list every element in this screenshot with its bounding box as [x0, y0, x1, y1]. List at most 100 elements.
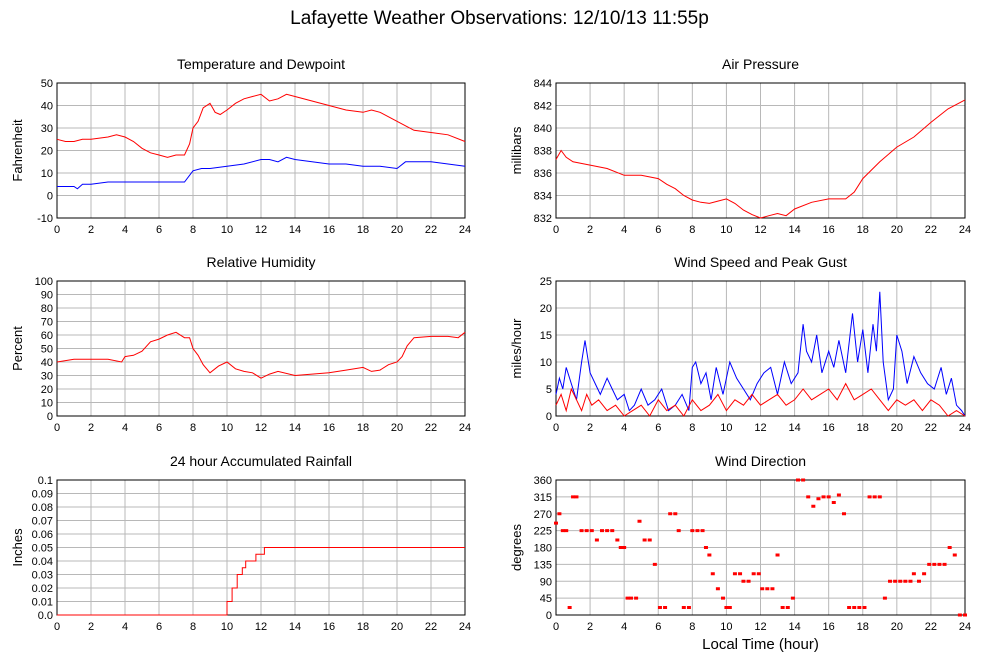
data-point — [707, 553, 712, 557]
data-point — [574, 495, 579, 499]
data-point — [911, 572, 916, 576]
series-line — [555, 291, 966, 417]
data-point — [806, 495, 811, 499]
plot-frame — [555, 280, 966, 417]
x-tick-label: 14 — [788, 621, 800, 633]
y-tick-label: 40 — [41, 101, 53, 113]
panel-title: Wind Direction — [715, 453, 806, 469]
x-tick-label: 8 — [190, 422, 196, 434]
x-tick-label: 20 — [391, 422, 403, 434]
x-tick-label: 8 — [689, 621, 695, 633]
data-point — [770, 587, 775, 591]
data-point — [618, 546, 623, 549]
x-tick-label: 10 — [221, 224, 233, 236]
series-line — [555, 382, 966, 417]
x-tick-label: 2 — [587, 621, 593, 633]
y-tick-label: 0.06 — [32, 529, 53, 541]
x-axis-title: Local Time (hour) — [702, 636, 819, 653]
x-tick-label: 8 — [190, 621, 196, 633]
data-point — [785, 606, 790, 609]
data-point — [775, 553, 780, 557]
data-point — [628, 596, 633, 600]
x-tick-label: 10 — [221, 422, 233, 434]
panel-title: Wind Speed and Peak Gust — [674, 254, 847, 270]
x-tick-label: 10 — [720, 422, 732, 434]
data-point — [647, 538, 652, 542]
data-point — [908, 579, 913, 583]
data-point — [652, 562, 657, 566]
x-tick-label: 14 — [788, 422, 800, 434]
x-tick-label: 2 — [88, 621, 94, 633]
y-tick-label: 0.01 — [32, 597, 53, 609]
y-axis-label: Fahrenheit — [10, 119, 25, 182]
x-tick-label: 20 — [391, 224, 403, 236]
y-tick-label: 10 — [540, 357, 552, 369]
data-point — [554, 521, 558, 525]
x-tick-label: 20 — [891, 224, 903, 236]
data-point — [622, 546, 627, 549]
x-tick-label: 2 — [88, 422, 94, 434]
y-tick-label: 40 — [41, 357, 53, 369]
y-tick-label: 10 — [41, 398, 53, 410]
data-point — [893, 579, 898, 583]
data-point — [756, 572, 761, 576]
data-point — [686, 606, 691, 609]
x-tick-label: 24 — [959, 224, 971, 236]
x-tick-label: 0 — [553, 621, 559, 633]
x-tick-label: 4 — [122, 224, 128, 236]
x-tick-label: 0 — [553, 224, 559, 236]
x-tick-label: 22 — [425, 224, 437, 236]
x-tick-label: 12 — [255, 422, 267, 434]
data-point — [957, 613, 962, 617]
data-point — [564, 529, 569, 533]
x-tick-label: 6 — [156, 224, 162, 236]
data-point — [615, 538, 620, 542]
series-line — [57, 156, 466, 190]
y-tick-label: 0.07 — [32, 516, 53, 528]
data-point — [589, 529, 594, 533]
data-point — [727, 606, 732, 609]
y-tick-label: 0 — [546, 610, 552, 622]
y-tick-label: 30 — [41, 371, 53, 383]
x-tick-label: 0 — [553, 422, 559, 434]
data-point — [963, 613, 967, 617]
x-tick-label: 20 — [891, 621, 903, 633]
x-tick-label: 18 — [357, 224, 369, 236]
data-point — [657, 606, 662, 609]
y-tick-label: 10 — [41, 168, 53, 180]
data-point — [862, 606, 867, 609]
y-tick-label: 360 — [534, 475, 552, 487]
data-point — [947, 546, 952, 549]
y-tick-label: 60 — [41, 330, 53, 342]
panel-title: 24 hour Accumulated Rainfall — [170, 453, 352, 469]
data-point — [637, 519, 642, 523]
data-point — [751, 572, 756, 576]
data-point — [732, 572, 737, 576]
y-axis-label: Inches — [10, 528, 25, 567]
x-tick-label: 12 — [754, 224, 766, 236]
data-point — [877, 495, 882, 499]
data-point — [690, 529, 695, 533]
y-tick-label: 30 — [41, 123, 53, 135]
data-point — [826, 495, 831, 499]
rainfall-panel: 0 2 4 6 8 10 12 14 16 18 20 22 240.00.010.020.030.04… — [10, 453, 471, 633]
y-tick-label: 50 — [41, 78, 53, 90]
data-point — [857, 606, 862, 609]
x-tick-label: 18 — [857, 422, 869, 434]
x-tick-label: 18 — [857, 224, 869, 236]
data-point — [571, 495, 576, 499]
data-point — [888, 579, 893, 583]
data-point — [625, 596, 630, 600]
x-tick-label: 4 — [122, 621, 128, 633]
y-tick-label: 135 — [534, 559, 552, 571]
x-tick-label: 16 — [323, 621, 335, 633]
y-tick-label: 0.09 — [32, 489, 53, 501]
data-point — [610, 529, 615, 533]
plot-frame — [56, 82, 466, 219]
x-tick-label: 4 — [621, 224, 627, 236]
x-tick-label: 8 — [689, 224, 695, 236]
x-tick-label: 8 — [689, 422, 695, 434]
x-tick-label: 6 — [655, 422, 661, 434]
x-tick-label: 22 — [925, 422, 937, 434]
y-tick-label: 20 — [41, 384, 53, 396]
